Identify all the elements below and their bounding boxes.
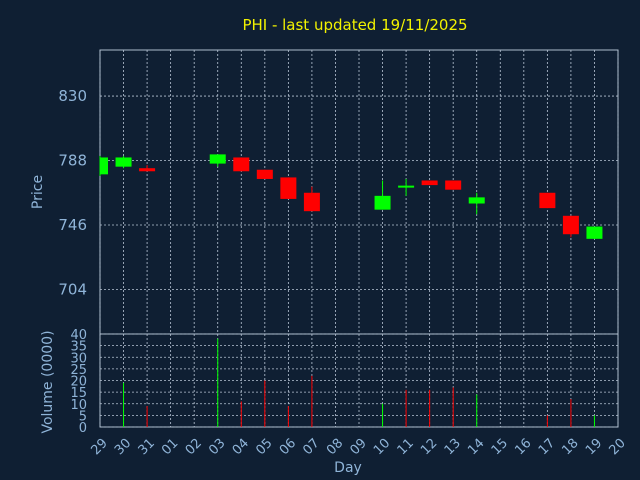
volume-tick-label: 20 [70, 375, 87, 390]
chart-title: PHI - last updated 19/11/2025 [242, 16, 467, 34]
price-tick-label: 704 [58, 280, 87, 298]
candle-body [421, 180, 438, 186]
volume-tick-label: 40 [70, 328, 87, 343]
volume-tick-label: 5 [79, 409, 87, 424]
x-tick-label: 03 [206, 436, 228, 458]
x-tick-label: 15 [489, 436, 511, 458]
candle-body [100, 157, 108, 175]
volume-grid [99, 333, 619, 428]
volume-tick-label: 10 [70, 398, 87, 413]
x-tick-label: 13 [442, 436, 464, 458]
candle-body [562, 215, 579, 235]
candle-body [280, 177, 297, 199]
price-panel: 704 746 788 830 [58, 49, 619, 335]
x-tick-label: 04 [230, 436, 252, 458]
price-tick-label: 746 [58, 216, 87, 234]
x-tick-label: 30 [112, 436, 134, 458]
volume-tick-label: 25 [70, 363, 87, 378]
volume-series [123, 338, 595, 427]
x-tick-label: 10 [371, 436, 393, 458]
volume-tick-label: 15 [70, 386, 87, 401]
x-tick-label: 09 [347, 436, 369, 458]
x-axis-ticks: 29 30 31 01 02 03 04 05 06 07 08 09 10 11 12 13 14 15 16 17… [88, 436, 628, 458]
x-tick-label: 14 [465, 436, 487, 458]
price-tick-label: 830 [58, 87, 87, 105]
candle-body [115, 157, 132, 167]
candle-body [139, 168, 156, 172]
x-tick-label: 08 [324, 436, 346, 458]
volume-tick-label: 30 [70, 351, 87, 366]
x-tick-label: 01 [159, 436, 181, 458]
candle-body [468, 197, 485, 204]
x-tick-label: 05 [253, 436, 275, 458]
candlestick-series [99, 154, 603, 239]
x-tick-label: 31 [136, 436, 158, 458]
candle-body [398, 185, 415, 188]
x-tick-label: 16 [512, 436, 534, 458]
x-tick-label: 17 [536, 436, 558, 458]
x-tick-label: 06 [277, 436, 299, 458]
x-tick-label: 19 [583, 436, 605, 458]
x-tick-label: 12 [418, 436, 440, 458]
x-tick-label: 07 [300, 436, 322, 458]
candle-body [374, 195, 391, 210]
volume-axis-title: Volume (0000) [40, 330, 56, 433]
x-tick-label: 20 [606, 436, 628, 458]
price-axis-title: Price [30, 175, 46, 209]
candle-body [445, 180, 462, 190]
volume-tick-label: 35 [70, 340, 87, 355]
candle-body [539, 192, 556, 209]
candle-body [256, 169, 273, 179]
x-tick-label: 11 [395, 436, 417, 458]
candle-body [586, 226, 603, 239]
volume-tick-label: 0 [79, 421, 87, 436]
candle-body [209, 154, 226, 164]
price-tick-label: 788 [58, 152, 87, 170]
price-axis-ticks: 704 746 788 830 [58, 87, 87, 298]
x-axis-title: Day [334, 460, 362, 476]
x-tick-label: 18 [559, 436, 581, 458]
price-grid [99, 50, 619, 334]
x-tick-label: 02 [183, 436, 205, 458]
candle-body [233, 157, 250, 172]
x-tick-label: 29 [88, 436, 110, 458]
candle-body [303, 192, 320, 212]
